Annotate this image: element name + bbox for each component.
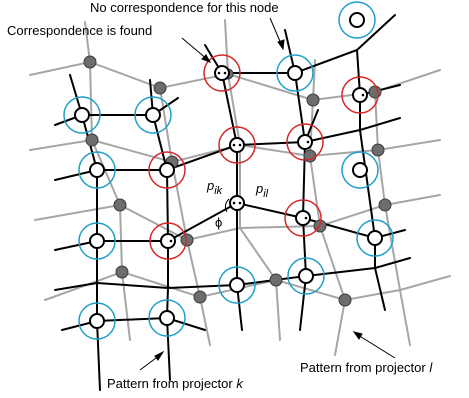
correspondence-inner-dots [169, 71, 365, 243]
phi-label: ϕ [215, 215, 222, 230]
pattern-l-prefix: Pattern from projector [300, 360, 429, 375]
correspondence-found-label: Correspondence is found [7, 23, 152, 38]
correspondence-found-circles [148, 54, 379, 260]
pattern-l-var: l [429, 360, 433, 375]
pattern-k-prefix: Pattern from projector [107, 376, 236, 391]
p-il-label: pil [255, 181, 269, 200]
annotation-arrows [139, 17, 396, 371]
p-ik-base: p [206, 178, 214, 193]
p-ik-sub: ik [214, 185, 222, 197]
pattern-l-label: Pattern from projector l [300, 360, 433, 375]
p-il-base: p [255, 181, 263, 196]
no-correspondence-circles [63, 1, 394, 340]
pattern-k-label: Pattern from projector k [107, 376, 244, 391]
phi-angle-arc [224, 198, 230, 213]
p-ik-label: pik [206, 178, 223, 197]
pattern-k-nodes [74, 12, 383, 329]
pattern-k-var: k [236, 376, 244, 391]
p-il-sub: il [263, 188, 268, 200]
no-correspondence-label: No correspondence for this node [90, 0, 279, 15]
